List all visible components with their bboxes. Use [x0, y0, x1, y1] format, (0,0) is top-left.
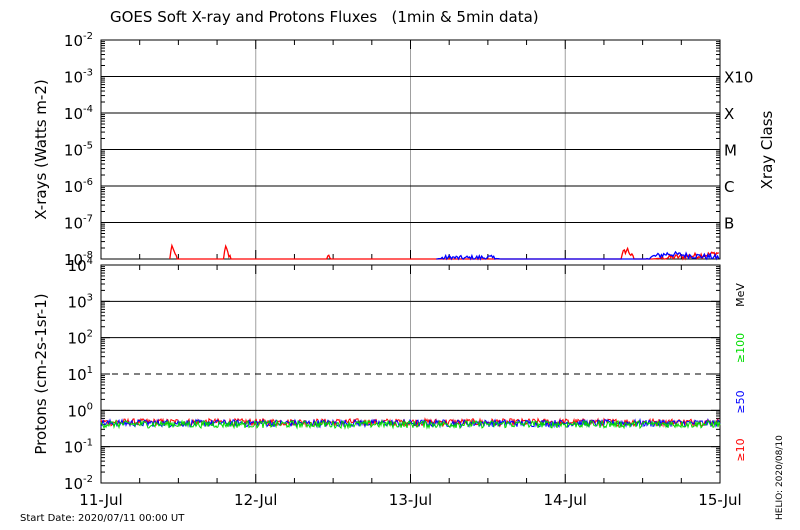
y-tick-label: 104	[68, 256, 93, 275]
y-tick-label: 10-3	[64, 68, 93, 87]
y-tick-label: 10-2	[64, 31, 93, 50]
proton-legend-label: MeV	[734, 283, 747, 307]
x-tick-label: 15-Jul	[698, 491, 741, 509]
y-tick-label: 10-5	[64, 141, 93, 160]
proton-legend-label: ≥10	[734, 438, 747, 461]
xray-class-label: M	[724, 142, 737, 160]
xray-class-axis-label: Xray Class	[758, 110, 776, 189]
y-tick-label: 10-8	[64, 250, 93, 269]
proton-series-green	[100, 419, 721, 430]
x-tick-label: 12-Jul	[234, 491, 277, 509]
chart-title: GOES Soft X-ray and Protons Fluxes (1min…	[110, 8, 539, 26]
y-tick-label: 10-4	[64, 104, 93, 123]
start-date-label: Start Date: 2020/07/11 00:00 UT	[20, 513, 185, 524]
xray-series-red	[169, 243, 720, 261]
plot-frame	[100, 264, 721, 484]
helio-date-stamp: HELIO: 2020/08/10	[775, 435, 785, 520]
y-tick-label: 101	[68, 365, 93, 384]
y-axis-label: X-rays (Watts m-2)	[32, 79, 50, 219]
y-tick-label: 10-6	[64, 177, 93, 196]
xray-class-label: B	[724, 215, 734, 233]
x-tick-label: 14-Jul	[544, 491, 587, 509]
y-axis-label: Protons (cm-2s-1sr-1)	[32, 293, 50, 454]
xray-class-label: X	[724, 105, 734, 123]
xray-class-label: C	[724, 178, 734, 196]
proton-legend-label: ≥50	[734, 390, 747, 413]
y-tick-label: 102	[68, 329, 93, 348]
y-tick-label: 10-7	[64, 214, 93, 233]
xray-series-blue	[436, 250, 720, 261]
x-tick-label: 11-Jul	[79, 491, 122, 509]
proton-legend-label: ≥100	[734, 333, 747, 363]
x-tick-label: 13-Jul	[389, 491, 432, 509]
y-tick-label: 103	[68, 292, 93, 311]
y-tick-label: 10-1	[64, 438, 93, 457]
y-tick-label: 100	[68, 401, 93, 420]
y-tick-label: 10-2	[64, 474, 93, 493]
xray-class-label: X10	[724, 69, 753, 87]
